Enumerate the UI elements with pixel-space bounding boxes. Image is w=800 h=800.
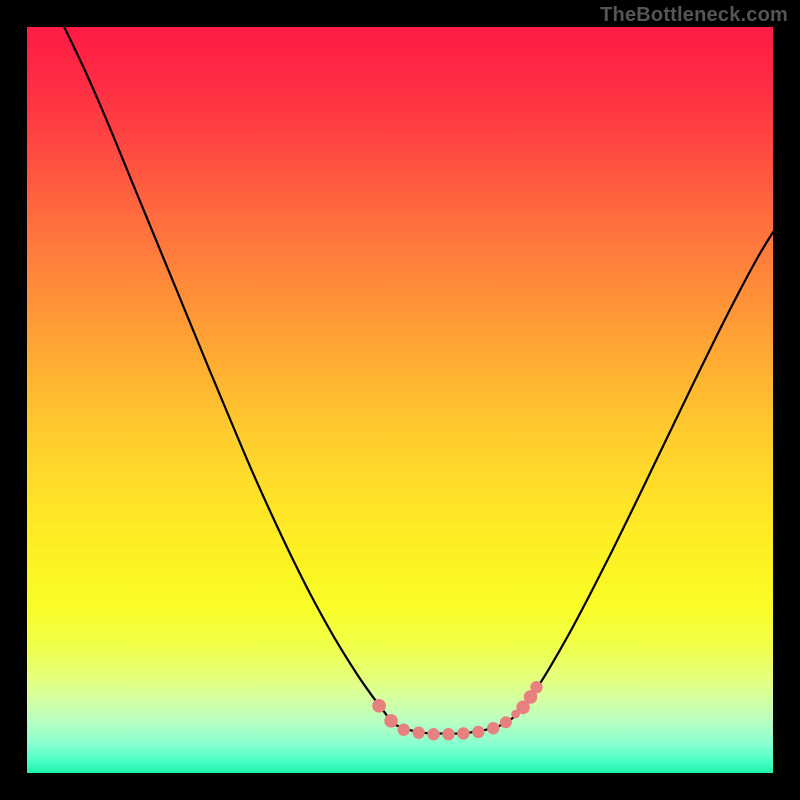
curve-marker (472, 726, 484, 738)
curve-marker (500, 716, 512, 728)
chart-container: TheBottleneck.com (0, 0, 800, 800)
curve-marker (457, 727, 469, 739)
curve-marker (384, 714, 398, 728)
curve-marker (487, 722, 499, 734)
curve-marker (398, 724, 410, 736)
curve-marker (427, 728, 439, 740)
curve-marker (530, 681, 542, 693)
curve-marker (412, 727, 424, 739)
curve-marker (372, 699, 386, 713)
chart-svg (0, 0, 800, 800)
gradient-background (27, 27, 773, 773)
curve-marker (442, 728, 454, 740)
